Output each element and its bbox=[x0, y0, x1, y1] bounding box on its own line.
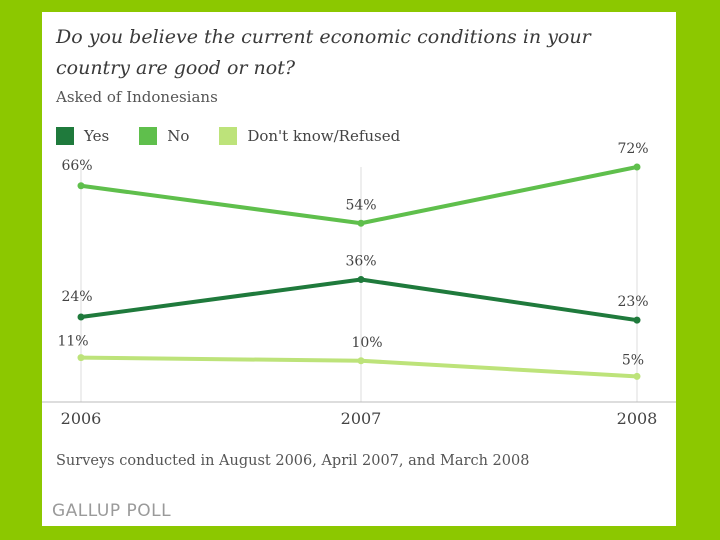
series-line-yes bbox=[80, 277, 638, 323]
gallup-poll-logo: GALLUP POLL bbox=[52, 501, 172, 521]
data-label-don-t-know-refused-2007: 10% bbox=[351, 335, 382, 351]
x-tick-label-2008: 2008 bbox=[617, 409, 658, 428]
data-label-don-t-know-refused-2008: 5% bbox=[622, 352, 644, 368]
legend-swatch-dont-know bbox=[219, 127, 238, 145]
data-point-no-2007 bbox=[357, 219, 365, 227]
data-point-don-t-know-refused-2006 bbox=[77, 354, 85, 362]
data-label-no-2007: 54% bbox=[345, 197, 376, 213]
x-tick-label-2006: 2006 bbox=[61, 409, 102, 428]
data-label-no-2006: 66% bbox=[61, 158, 92, 174]
legend: Yes No Don't know/Refused bbox=[56, 125, 430, 147]
data-label-yes-2008: 23% bbox=[617, 294, 648, 310]
legend-label-dont-know: Don't know/Refused bbox=[247, 127, 401, 145]
legend-item-dont-know: Don't know/Refused bbox=[219, 127, 400, 145]
data-point-don-t-know-refused-2007 bbox=[357, 357, 365, 365]
survey-footnote: Surveys conducted in August 2006, April … bbox=[56, 453, 530, 469]
data-label-don-t-know-refused-2006: 11% bbox=[57, 334, 88, 350]
series-line-no bbox=[80, 165, 638, 226]
legend-swatch-no bbox=[139, 127, 158, 145]
line-chart: 2006 2007 2008 24% 36% 23% 66% 54% 72% 11% 10% 5% bbox=[42, 141, 676, 428]
legend-label-yes: Yes bbox=[84, 127, 110, 145]
x-tick-label-2007: 2007 bbox=[341, 409, 382, 428]
data-point-yes-2006 bbox=[77, 313, 85, 321]
data-point-don-t-know-refused-2008 bbox=[633, 372, 641, 380]
data-point-yes-2008 bbox=[633, 316, 641, 324]
chart-subtitle: Asked of Indonesians bbox=[56, 88, 218, 106]
data-label-no-2008: 72% bbox=[617, 141, 648, 157]
legend-item-no: No bbox=[139, 127, 189, 145]
data-point-yes-2007 bbox=[357, 276, 365, 283]
legend-label-no: No bbox=[167, 127, 190, 145]
data-point-no-2006 bbox=[77, 182, 85, 190]
data-label-yes-2006: 24% bbox=[61, 289, 92, 305]
chart-panel: Do you believe the current economic cond… bbox=[42, 12, 676, 526]
data-point-no-2008 bbox=[633, 163, 641, 171]
chart-title: Do you believe the current economic cond… bbox=[56, 26, 591, 79]
data-label-yes-2007: 36% bbox=[345, 254, 376, 270]
legend-swatch-yes bbox=[56, 127, 74, 145]
legend-item-yes: Yes bbox=[56, 127, 109, 145]
